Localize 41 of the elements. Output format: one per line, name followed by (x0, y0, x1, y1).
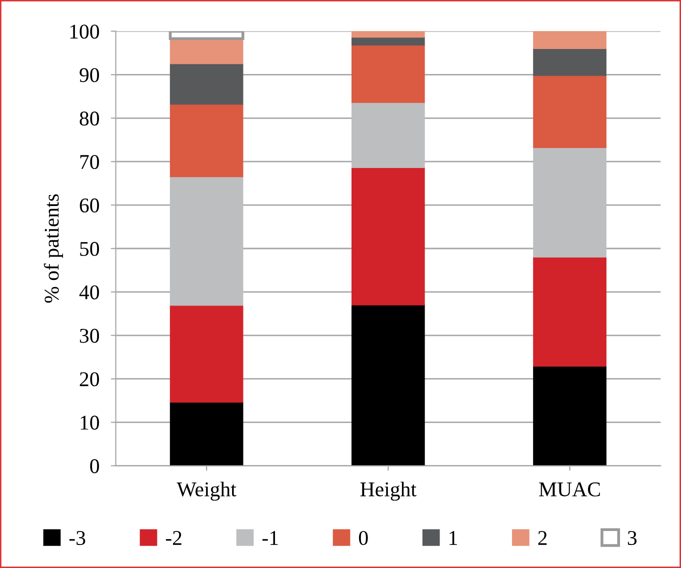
legend-label: 2 (538, 531, 547, 545)
bar (533, 48, 606, 76)
bar (352, 102, 425, 168)
y-tick-label: 100 (70, 24, 100, 39)
bar (170, 176, 244, 306)
y-tick-label: 50 (80, 242, 100, 256)
bar (352, 167, 425, 306)
y-tick-label: 40 (79, 285, 100, 300)
y-tick-label: 0 (90, 459, 100, 474)
bar (170, 402, 244, 466)
bar (170, 104, 244, 178)
x-tick-label: MUAC (539, 482, 600, 496)
y-axis-title: % of patients (44, 194, 63, 303)
bar (170, 305, 244, 403)
bar (168, 31, 244, 40)
y-tick-label: 10 (80, 416, 100, 430)
legend-label: 1 (450, 531, 457, 545)
x-tick-label: Weight (176, 482, 236, 501)
bar (352, 44, 425, 103)
y-tick-label: 70 (80, 154, 100, 170)
bar (352, 31, 425, 38)
bar (533, 256, 606, 367)
bar (170, 63, 244, 105)
y-tick-label: 30 (80, 328, 100, 343)
bar (170, 38, 244, 64)
bar (352, 36, 425, 46)
bar (533, 75, 606, 148)
y-tick-label: 80 (80, 112, 100, 126)
bar (533, 147, 606, 258)
legend-label: 3 (628, 531, 637, 546)
legend-label: -3 (69, 531, 86, 546)
y-tick-label: 90 (80, 68, 100, 82)
x-tick-label: Height (360, 482, 416, 501)
bar (533, 31, 606, 49)
bar (533, 366, 606, 466)
y-tick-label: 60 (80, 198, 100, 212)
bar (352, 304, 425, 466)
y-tick-label: 20 (80, 372, 100, 386)
legend-label: 0 (358, 530, 368, 546)
legend-label: -1 (262, 531, 278, 545)
legend-label: -2 (166, 531, 182, 545)
